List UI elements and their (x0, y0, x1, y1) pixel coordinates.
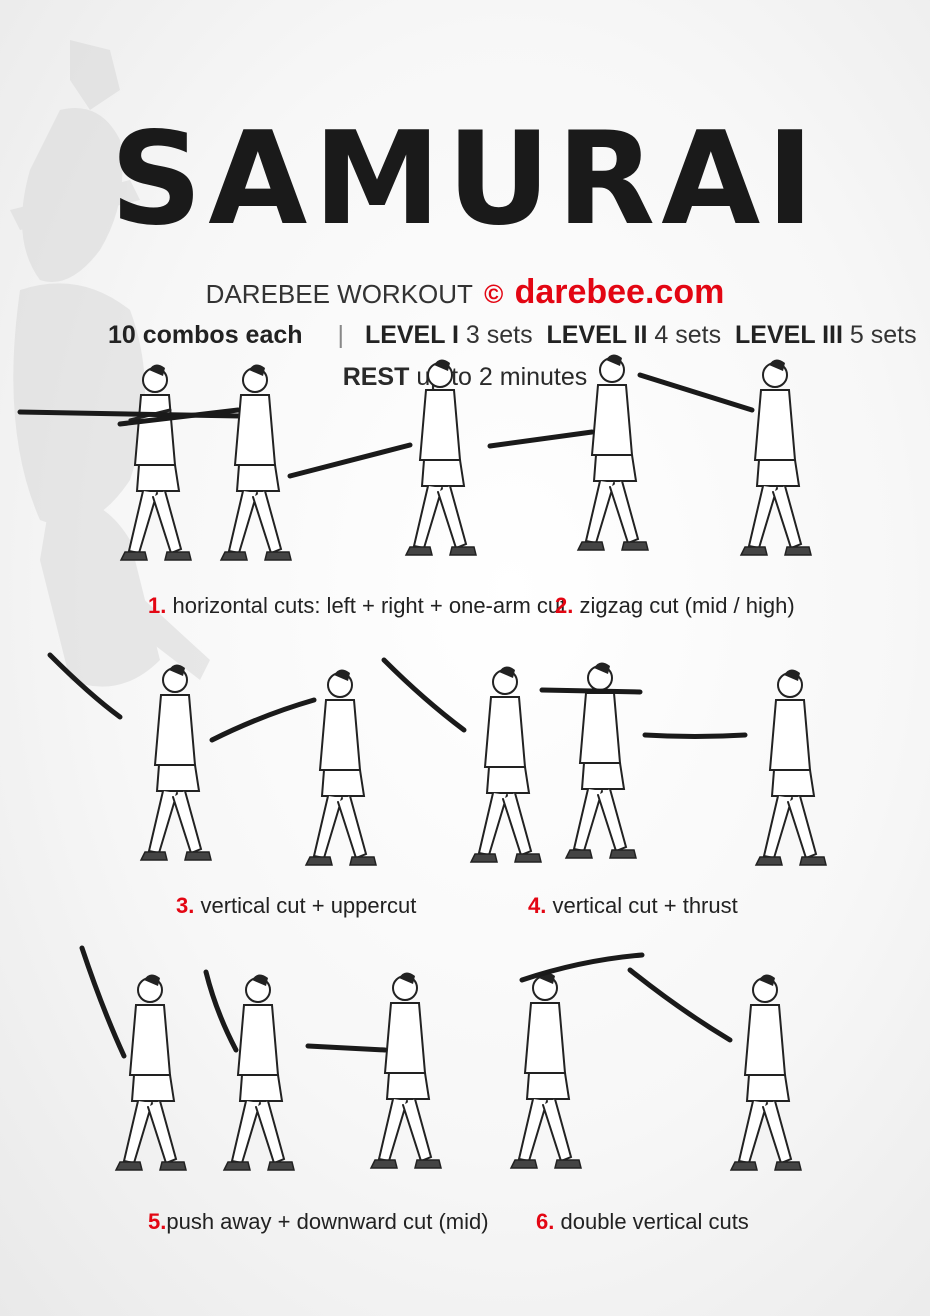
exercise-2-name: zigzag cut (mid / high) (579, 593, 795, 618)
reps-text: 10 combos each (108, 321, 303, 349)
exercise-5-caption: 5.push away + downward cut (mid) (148, 1208, 489, 1236)
exercise-3-figures (47, 652, 377, 866)
exercise-1-caption: 1. horizontal cuts: left + right + one-a… (148, 592, 566, 620)
exercise-4-figures (381, 657, 827, 866)
exercise-1-number: 1. (148, 593, 167, 618)
brand-prefix: DAREBEE WORKOUT (205, 279, 473, 309)
exercise-6-number: 6. (536, 1209, 555, 1234)
exercise-4-caption: 4. vertical cut + thrust (528, 892, 738, 920)
level2-sets: 4 sets (654, 321, 722, 349)
exercise-4-number: 4. (528, 893, 547, 918)
level3-label: LEVEL III (735, 321, 843, 349)
page-title: SAMURAI (110, 105, 820, 254)
exercise-2-figures (487, 353, 812, 556)
site-link[interactable]: darebee.com (514, 273, 725, 311)
levels-line: 10 combos each | LEVEL I 3 sets LEVEL II… (108, 318, 917, 352)
exercise-3-name: vertical cut + uppercut (200, 893, 417, 918)
exercise-5-number: 5. (148, 1209, 167, 1234)
level2-label: LEVEL II (546, 321, 648, 349)
copyright-icon: © (484, 279, 504, 309)
exercise-6-name: double vertical cuts (560, 1209, 749, 1234)
exercise-1-name: horizontal cuts: left + right + one-arm … (172, 593, 567, 618)
exercise-6-caption: 6. double vertical cuts (536, 1208, 749, 1236)
rest-label: REST (342, 363, 410, 391)
exercise-6-figures (510, 952, 802, 1171)
exercise-5-name: push away + downward cut (mid) (166, 1209, 489, 1234)
samurai-silhouette-icon (10, 40, 210, 687)
exercise-2-caption: 2. zigzag cut (mid / high) (555, 592, 795, 620)
brand-line: DAREBEE WORKOUT © darebee.com (0, 272, 930, 314)
exercise-5-figures (79, 945, 442, 1171)
levels-separator: | (337, 321, 344, 349)
exercise-1-figures (17, 358, 477, 561)
level1-sets: 3 sets (465, 321, 533, 349)
exercise-2-number: 2. (555, 593, 574, 618)
exercise-3-number: 3. (176, 893, 195, 918)
level3-sets: 5 sets (849, 321, 917, 349)
exercise-3-caption: 3. vertical cut + uppercut (176, 892, 416, 920)
exercise-4-name: vertical cut + thrust (552, 893, 738, 918)
level1-label: LEVEL I (364, 321, 459, 349)
